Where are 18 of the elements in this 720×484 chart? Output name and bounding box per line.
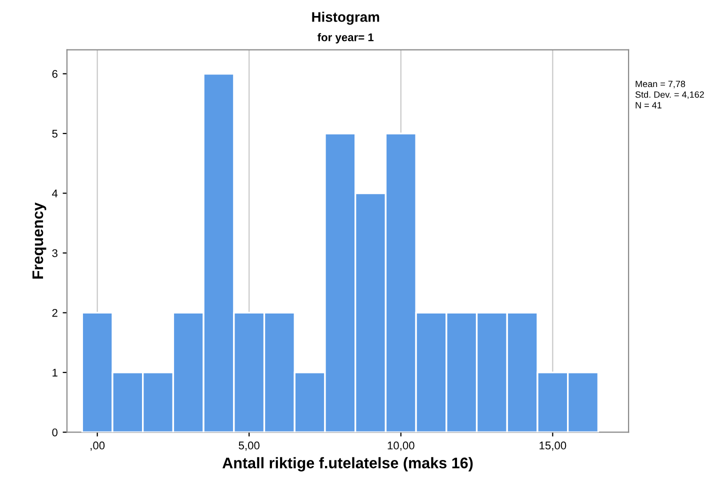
- y-tick-label: 2: [52, 308, 58, 317]
- text: N = 41: [636, 102, 662, 108]
- text: Std. Dev. = 4,162: [635, 91, 704, 99]
- y-tick-label: 3: [52, 249, 58, 258]
- x-tick-label: 15,00: [540, 442, 566, 451]
- y-tick-label: 6: [52, 70, 58, 78]
- x-tick-label: 10,00: [388, 442, 414, 451]
- x-tick-label: ,00: [90, 442, 105, 451]
- y-tick-label: 1: [52, 368, 58, 376]
- x-axis-title: Antall riktige f.utelatelse (maks 16): [222, 457, 473, 472]
- y-tick-label: 4: [52, 190, 58, 198]
- y-tick-label: 5: [52, 130, 58, 138]
- chart-subtitle: for year= 1: [318, 33, 374, 44]
- y-tick-label: 0: [52, 428, 58, 436]
- x-tick-label: 5,00: [238, 442, 260, 451]
- text: Mean = 7,78: [636, 80, 686, 88]
- chart-title: Histogram: [312, 12, 380, 25]
- y-axis-title: Frequency: [32, 202, 46, 279]
